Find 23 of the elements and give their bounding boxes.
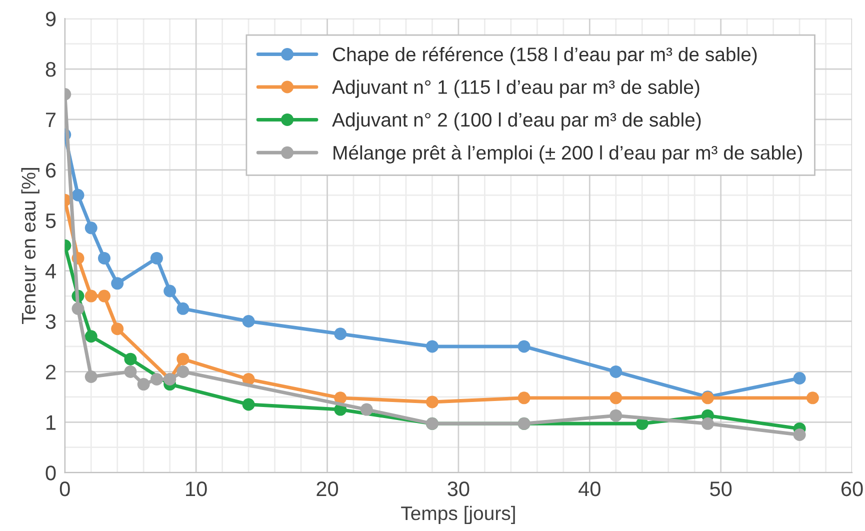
y-tick-label: 0 [46,466,56,480]
y-tick-label: 2 [46,364,56,380]
x-tick-label: 60 [842,481,863,496]
y-axis-title: Teneur en eau [%] [21,168,40,324]
legend-label: Adjuvant n° 2 (100 l d’eau par m³ de sable) [332,112,701,131]
legend-label: Adjuvant n° 1 (115 l d’eau par m³ de sable) [332,80,700,98]
x-tick-label: 50 [710,481,732,496]
y-tick-label: 3 [46,314,56,330]
x-tick-label: 40 [578,481,600,496]
y-tick-label: 1 [46,415,56,430]
y-tick-label: 6 [46,162,56,178]
x-tick-label: 0 [60,481,70,496]
x-axis-title: Temps [jours] [401,506,515,524]
x-tick-label: 30 [448,481,470,496]
legend-label: Chape de référence (158 l d’eau par m³ de sable) [333,46,757,66]
y-tick-label: 8 [46,62,56,77]
y-tick-label: 5 [46,214,56,228]
x-tick-label: 10 [186,481,207,496]
legend-label: Mélange prêt à l’emploi (± 200 l d’eau par m³ de sable) [334,145,802,164]
y-tick-label: 7 [46,112,56,128]
y-tick-label: 9 [46,12,56,26]
y-tick-label: 4 [45,264,56,278]
x-tick-label: 20 [316,481,338,496]
